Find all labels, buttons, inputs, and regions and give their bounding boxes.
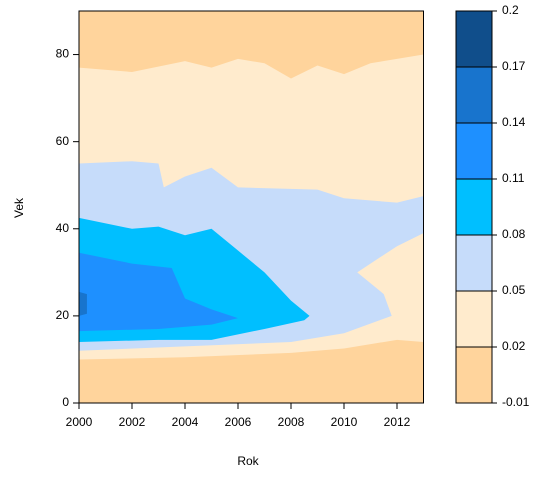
- colorbar-label: 0.17: [502, 59, 526, 73]
- x-tick-label: 2000: [66, 415, 93, 429]
- contour-region: [79, 252, 238, 332]
- colorbar-segment: [456, 11, 492, 67]
- colorbar-segment: [456, 67, 492, 123]
- y-tick-label: 60: [56, 134, 70, 148]
- y-tick-label: 40: [56, 221, 70, 235]
- colorbar-segment: [456, 347, 492, 403]
- x-tick-label: 2004: [172, 415, 199, 429]
- x-tick-label: 2002: [119, 415, 146, 429]
- colorbar-label: 0.14: [502, 115, 526, 129]
- plot-frame: [78, 10, 424, 404]
- colorbar-segment: [456, 179, 492, 235]
- x-axis-label: Rok: [237, 454, 259, 468]
- colorbar-label: 0.05: [502, 283, 526, 297]
- contour-region: [79, 291, 87, 316]
- colorbar-label: 0.02: [502, 339, 526, 353]
- colorbar-segment: [456, 235, 492, 291]
- x-tick-label: 2012: [384, 415, 411, 429]
- y-axis-label: Vek: [12, 197, 26, 218]
- y-tick-label: 20: [56, 308, 70, 322]
- y-tick-label: 80: [56, 47, 70, 61]
- x-tick-label: 2008: [278, 415, 305, 429]
- colorbar-segment: [456, 291, 492, 347]
- x-tick-label: 2006: [225, 415, 252, 429]
- x-tick-label: 2010: [331, 415, 358, 429]
- colorbar-label: -0.01: [502, 395, 530, 409]
- colorbar-segment: [456, 123, 492, 179]
- y-tick-label: 0: [62, 395, 69, 409]
- colorbar-label: 0.11: [502, 171, 525, 185]
- colorbar-label: 0.2: [502, 3, 519, 17]
- colorbar-label: 0.08: [502, 227, 526, 241]
